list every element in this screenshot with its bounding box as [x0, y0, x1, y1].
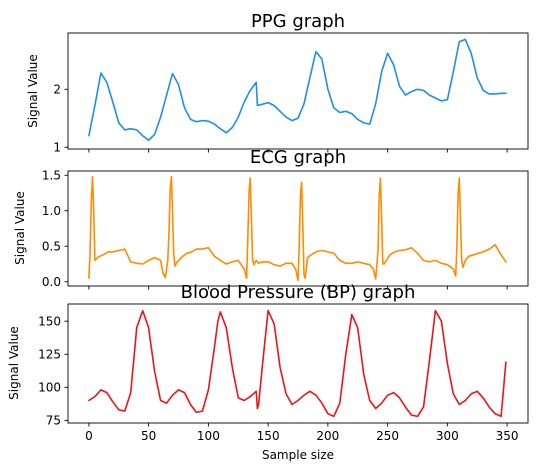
bp-xtick-label: 300 [436, 429, 459, 443]
bp-xtick-label: 100 [197, 429, 220, 443]
bp-ylabel: Signal Value [7, 326, 21, 400]
bp-xtick-label: 200 [316, 429, 339, 443]
bp-ytick-label: 75 [46, 414, 61, 428]
bp-panel: Blood Pressure (BP) graph 0 50 100 150 200 25… [7, 282, 529, 462]
bp-xtick-label: 250 [376, 429, 399, 443]
ppg-title: PPG graph [251, 11, 345, 32]
ecg-title: ECG graph [250, 147, 346, 168]
ecg-ytick-label: 1.5 [42, 168, 61, 182]
bp-axes-frame [67, 303, 529, 424]
bp-xtick-label: 0 [85, 429, 93, 443]
ecg-ylabel: Signal Value [13, 191, 27, 265]
ppg-ytick-label: 2 [53, 82, 61, 96]
bp-series-line [88, 309, 507, 418]
bp-xtick-label: 50 [141, 429, 156, 443]
ecg-axes-frame [67, 170, 529, 287]
bp-xtick-label: 350 [496, 429, 519, 443]
ecg-panel: ECG graph 0.0 0.5 1.0 1.5 Signal Value [13, 147, 529, 290]
ecg-series-line [88, 175, 507, 282]
ecg-ytick-label: 0.0 [42, 275, 61, 289]
ecg-ytick-label: 1.0 [42, 204, 61, 218]
ppg-series-line [88, 38, 507, 142]
ppg-ytick-label: 1 [53, 140, 61, 154]
ppg-ylabel: Signal Value [26, 54, 40, 128]
ppg-panel: PPG graph 1 2 Signal Value [26, 11, 529, 154]
bp-title: Blood Pressure (BP) graph [181, 282, 416, 303]
bp-ytick-label: 100 [38, 381, 61, 395]
bp-xtick-label: 150 [257, 429, 280, 443]
ppg-axes-frame [67, 32, 529, 150]
bp-xlabel: Sample size [262, 448, 334, 462]
bp-ytick-label: 150 [38, 314, 61, 328]
ecg-ytick-label: 0.5 [42, 239, 61, 253]
bp-ytick-label: 125 [38, 347, 61, 361]
